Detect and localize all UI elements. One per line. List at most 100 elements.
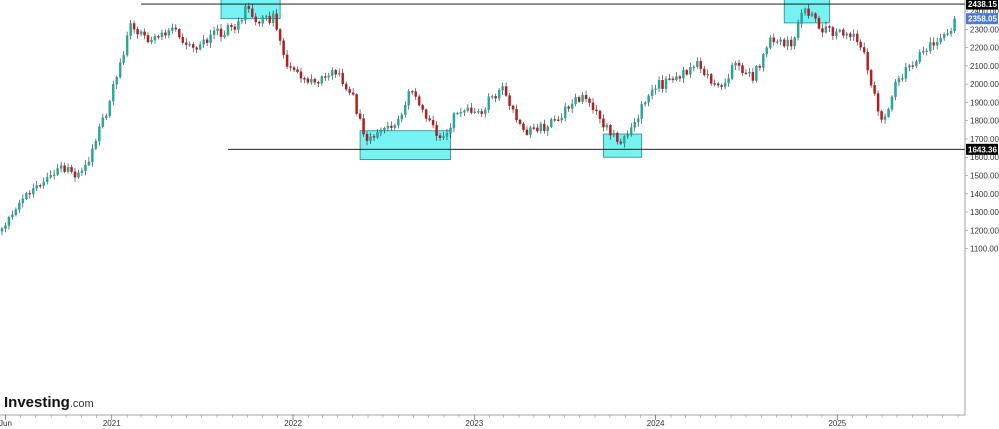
candle [737,59,741,71]
candle [682,66,685,84]
candle-body [271,13,275,23]
candle [331,67,334,80]
y-tick-label: 2200.00 [970,44,999,53]
candle [918,49,922,65]
candle-body [351,92,355,95]
candle [525,126,529,136]
candle-body [880,111,883,120]
candle [675,71,678,82]
candle [755,64,758,83]
candle-body [404,105,407,115]
candle [769,35,772,50]
candle-body [817,18,821,29]
candle [233,24,237,34]
candle-body [675,76,678,81]
candle-body [741,65,744,74]
candle [358,109,362,121]
candle-body [626,134,630,137]
highlight-zone-4 [783,0,830,24]
candle-body [32,188,35,195]
candle [198,41,202,51]
candle [268,11,271,25]
candle-body [282,40,285,55]
candle-body [39,185,42,187]
candle [303,76,306,84]
candle [786,36,789,51]
highlight-zones [220,0,830,161]
candle-body [202,39,205,45]
candle [824,21,828,34]
candle-body [324,76,327,78]
candle [0,227,4,236]
candle [449,123,452,139]
candle [372,134,376,142]
candle [150,36,153,45]
candle [835,28,838,40]
candle [42,177,45,189]
candle-body [765,47,769,55]
candle [414,88,417,100]
candle [129,20,132,40]
candle-body [949,30,953,34]
candle-body [108,101,112,117]
candle-body [762,53,765,68]
candle [772,33,776,46]
candle [139,29,143,37]
level-badge-2: 1643.36 [966,143,998,155]
candle [362,113,365,137]
candle [800,9,803,29]
candle-body [553,119,556,121]
candle-body [668,78,671,80]
candle-body [588,98,591,103]
candle-body [866,52,869,71]
candle [94,138,98,151]
candle-body [887,109,890,117]
candle-body [630,127,633,136]
candle-body [776,41,779,43]
candle-body [167,30,171,36]
candle-body [87,161,91,166]
candle-body [358,113,362,119]
candle-body [647,95,650,103]
candle [4,222,7,233]
candle [657,76,661,92]
candle-body [723,82,727,87]
candle [285,49,289,70]
candle [741,63,744,76]
candle [550,117,553,128]
candle [261,15,264,28]
candle-body [504,86,508,96]
candle-body [459,112,463,114]
candle [91,144,94,167]
candle-body [543,123,546,131]
candle [581,92,584,105]
candle-body [824,26,828,33]
candle-body [699,61,703,70]
candle [765,45,769,58]
candle-body [480,111,483,114]
candle-body [264,15,268,18]
candle-body [748,72,751,74]
candle-body [261,16,264,24]
candle-body [876,93,880,112]
candle-body [463,110,466,113]
candle-body [56,168,59,175]
candle-body [623,136,626,144]
candle-body [935,41,939,46]
candle [546,125,550,136]
candle [849,31,852,41]
candle [855,30,859,46]
current-price-badge-label: 2358.05 [968,15,997,24]
candle [344,81,348,92]
candle-body [94,141,98,149]
candle [814,12,817,23]
candle [258,20,261,27]
y-tick-label: 1200.00 [970,226,999,235]
candle [28,189,32,199]
candle [240,18,244,25]
candle [664,76,668,93]
candle [922,46,925,55]
candle [247,2,251,13]
candle [18,199,21,213]
candle-body [536,127,539,132]
